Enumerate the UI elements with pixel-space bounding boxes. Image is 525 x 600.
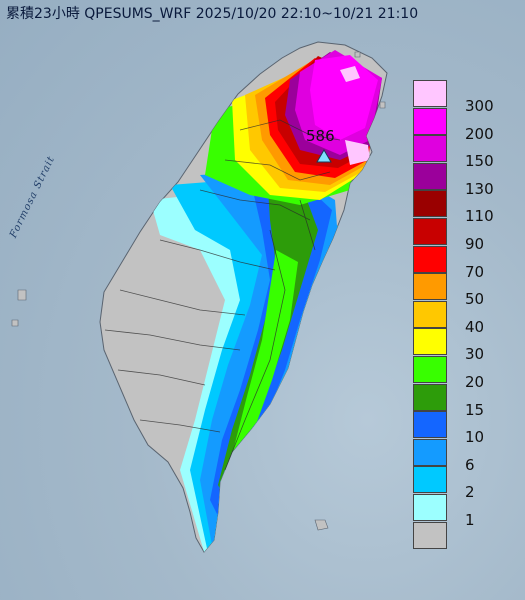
legend-label: 40 bbox=[465, 317, 485, 336]
legend-swatch bbox=[413, 411, 447, 439]
rain-zone-200 bbox=[310, 55, 378, 140]
map-title: 累積23小時 QPESUMS_WRF 2025/10/20 22:10~10/2… bbox=[6, 6, 419, 22]
legend-label: 1 bbox=[465, 511, 475, 529]
legend-label: 30 bbox=[465, 345, 485, 364]
legend-swatch bbox=[413, 218, 447, 245]
legend-swatch bbox=[413, 494, 447, 521]
rain-zone-300 bbox=[345, 140, 370, 165]
legend-swatch bbox=[413, 107, 447, 135]
legend-swatch bbox=[413, 245, 447, 273]
legend-swatch bbox=[413, 80, 447, 107]
legend-label: 130 bbox=[465, 179, 494, 198]
legend-swatch bbox=[413, 328, 447, 356]
legend-swatch bbox=[413, 135, 447, 163]
legend-label: 90 bbox=[465, 235, 485, 253]
legend-label: 50 bbox=[465, 290, 485, 309]
legend-label: 15 bbox=[465, 400, 485, 419]
legend-swatch bbox=[413, 273, 447, 301]
legend-swatch bbox=[413, 356, 447, 383]
legend-label: 6 bbox=[465, 455, 475, 474]
legend-label: 300 bbox=[465, 97, 494, 115]
triangle-marker-icon bbox=[316, 149, 332, 163]
legend-swatch bbox=[413, 162, 447, 190]
legend-swatch bbox=[413, 190, 447, 218]
legend-swatch bbox=[413, 383, 447, 411]
legend-label: 200 bbox=[465, 124, 494, 143]
legend-swatch bbox=[413, 438, 447, 466]
legend-label: 20 bbox=[465, 373, 485, 391]
legend-swatch bbox=[413, 521, 447, 549]
boundary-lines bbox=[104, 119, 341, 471]
legend-swatch bbox=[413, 466, 447, 494]
rain-zone-300b bbox=[340, 66, 360, 82]
legend-label: 110 bbox=[465, 207, 494, 226]
islands bbox=[11, 51, 386, 531]
rainfall-legend: 300 200 150 130 110 90 70 50 40 30 20 15 10 6 2 1 bbox=[413, 80, 503, 570]
legend-swatch bbox=[413, 300, 447, 328]
legend-label: 150 bbox=[465, 152, 494, 171]
legend-label: 2 bbox=[465, 483, 475, 502]
max-rainfall-value: 586 bbox=[306, 127, 335, 145]
legend-label: 70 bbox=[465, 262, 485, 281]
legend-label: 10 bbox=[465, 428, 485, 447]
